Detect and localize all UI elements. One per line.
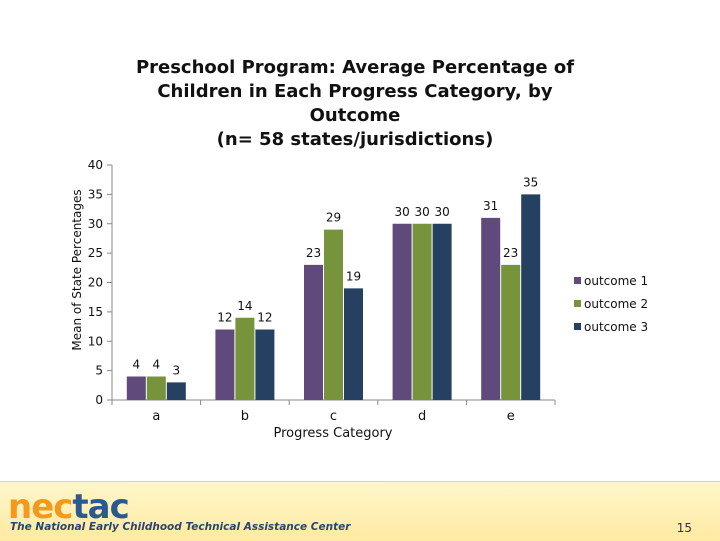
data-label: 14 (237, 299, 252, 313)
x-tick-label: d (418, 409, 426, 424)
y-tick-label: 20 (88, 276, 103, 290)
bar (412, 223, 432, 400)
data-label: 4 (152, 358, 160, 372)
legend-label: outcome 2 (584, 297, 648, 311)
y-tick-label: 35 (88, 187, 103, 201)
y-tick-label: 10 (88, 334, 103, 348)
logo-tac: tac (72, 487, 129, 527)
title-line-2: Children in Each Progress Category, by (157, 81, 553, 102)
bar (166, 382, 186, 400)
legend-label: outcome 1 (584, 274, 648, 288)
legend-label: outcome 3 (584, 320, 648, 334)
data-label: 23 (306, 246, 321, 260)
data-label: 29 (326, 211, 341, 225)
x-tick-label: c (330, 409, 337, 424)
y-tick-label: 25 (88, 246, 103, 260)
bar (392, 223, 412, 400)
title-line-3: Outcome (309, 105, 401, 126)
chart-title: Preschool Program: Average Percentage of… (100, 56, 610, 152)
bar (146, 376, 166, 400)
organization-tagline: The National Early Childhood Technical A… (10, 521, 351, 533)
bar (304, 264, 323, 400)
x-tick-label: b (241, 409, 249, 424)
title-line-1: Preschool Program: Average Percentage of (135, 57, 575, 78)
legend-swatch (574, 277, 581, 284)
bar (215, 329, 235, 400)
data-label: 30 (414, 205, 429, 219)
bar (521, 194, 541, 400)
bar (481, 217, 501, 400)
data-label: 19 (346, 269, 361, 283)
footer-bar (0, 481, 720, 541)
nectac-logo: nectac (8, 487, 130, 527)
title-line-4: (n= 58 states/jurisdictions) (216, 129, 494, 150)
bar (126, 376, 146, 400)
bar (235, 317, 255, 400)
bar (255, 329, 275, 400)
data-label: 3 (172, 363, 180, 377)
x-tick-label: e (507, 409, 515, 424)
x-tick-label: a (152, 409, 160, 424)
y-tick-label: 30 (88, 217, 103, 231)
bar (324, 229, 343, 400)
legend-swatch (574, 300, 581, 307)
y-tick-label: 40 (88, 158, 103, 172)
y-axis-label: Mean of State Percentages (70, 189, 84, 350)
data-label: 30 (394, 205, 409, 219)
x-axis-label: Progress Category (274, 426, 393, 441)
data-label: 4 (132, 358, 140, 372)
data-label: 12 (217, 311, 232, 325)
legend-swatch (574, 323, 581, 330)
data-label: 12 (257, 311, 272, 325)
y-tick-label: 0 (95, 393, 103, 407)
data-label: 35 (523, 175, 538, 189)
bar (344, 288, 363, 400)
y-tick-label: 5 (95, 364, 103, 378)
data-label: 23 (503, 246, 518, 260)
data-label: 30 (434, 205, 449, 219)
y-tick-label: 15 (88, 305, 103, 319)
bar (432, 223, 452, 400)
bar (501, 264, 521, 400)
logo-nec: nec (8, 487, 73, 527)
data-label: 31 (483, 199, 498, 213)
page-number: 15 (676, 521, 692, 535)
